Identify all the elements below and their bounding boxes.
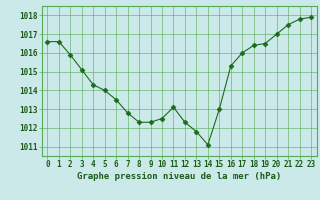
X-axis label: Graphe pression niveau de la mer (hPa): Graphe pression niveau de la mer (hPa) [77, 172, 281, 181]
